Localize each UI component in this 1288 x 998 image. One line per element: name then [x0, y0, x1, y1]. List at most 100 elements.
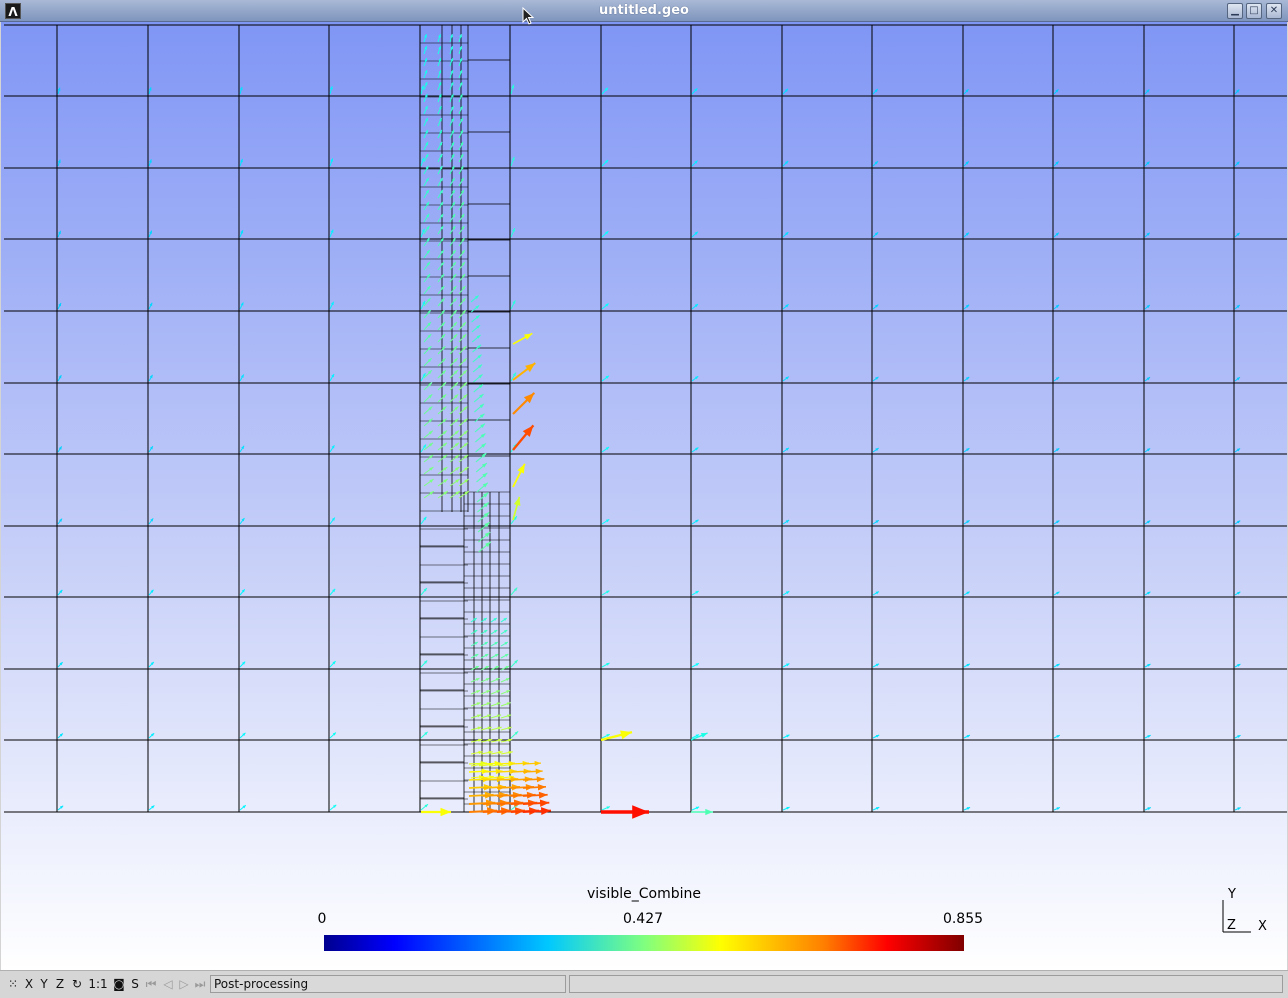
vector-arrow-head: [424, 93, 428, 98]
vector-arrow-head: [1146, 232, 1150, 236]
vector-arrow-head: [1237, 664, 1241, 667]
vector-arrow-head: [694, 160, 698, 164]
vector-arrow-head: [495, 654, 499, 657]
vector-arrow-head: [605, 231, 609, 235]
x-view-button[interactable]: X: [24, 977, 34, 991]
y-view-button[interactable]: Y: [40, 977, 48, 991]
vector-arrow-head: [450, 82, 454, 86]
vector-arrow-head: [452, 225, 456, 230]
vector-arrow-head: [451, 141, 455, 146]
vector-arrow-head: [428, 454, 434, 459]
vector-arrow-head: [439, 177, 443, 182]
vector-arrow-head: [427, 322, 431, 326]
vector-arrow-head: [450, 58, 454, 62]
vector-arrow-head: [483, 492, 489, 498]
vector-arrow-head: [426, 225, 430, 230]
graphics-viewport[interactable]: visible_Combine 0 0.427 0.855 Y Z X: [1, 22, 1287, 970]
vector-arrow-head: [241, 661, 246, 665]
vector-arrow-head: [59, 733, 63, 737]
vector-arrow-head: [424, 82, 428, 86]
maximize-button[interactable]: □: [1246, 3, 1262, 19]
vector-arrow-head: [524, 333, 533, 340]
vector-arrow-head: [428, 442, 434, 447]
vector-arrow-head: [242, 732, 246, 737]
vector-arrow-head: [479, 403, 484, 409]
vector-arrow-head: [523, 392, 535, 404]
vector-arrow-head: [483, 502, 489, 508]
vector-arrow-head: [462, 297, 466, 302]
vector-arrow-head: [785, 591, 790, 595]
vector-arrow-head: [455, 479, 460, 483]
vector-arrow-head: [606, 806, 610, 810]
vector-arrow-head: [1146, 377, 1151, 381]
vector-arrow-head: [475, 295, 479, 299]
vector-arrow-head: [438, 82, 442, 86]
vector-arrow-head: [785, 304, 789, 308]
vector-arrow-head: [536, 776, 545, 783]
vector-arrow-head: [454, 406, 459, 411]
vector-arrow-head: [241, 445, 245, 450]
vector-arrow-head: [443, 466, 448, 471]
window-title: untitled.geo: [599, 3, 689, 18]
vector-arrow-head: [511, 84, 515, 89]
vector-arrow-head: [506, 690, 511, 694]
vector-arrow-head: [439, 165, 443, 170]
vector-arrow-head: [461, 237, 465, 242]
close-button[interactable]: ✕: [1266, 3, 1282, 19]
vector-arrow-head: [454, 394, 459, 399]
vector-arrow-head: [427, 346, 432, 350]
vector-arrow-head: [700, 732, 708, 738]
vector-arrow-head: [497, 714, 502, 718]
vector-arrow-head: [695, 591, 699, 594]
minimize-button[interactable]: ▁: [1227, 3, 1243, 19]
vector-arrow-head: [461, 273, 466, 278]
z-view-button[interactable]: Z: [55, 977, 65, 991]
vector-arrow-head: [475, 654, 479, 657]
vector-arrow-head: [442, 454, 448, 459]
vector-arrow-head: [443, 491, 448, 495]
vector-arrow-head: [459, 34, 462, 38]
vector-arrow-head: [428, 406, 433, 411]
vector-arrow-head: [453, 297, 457, 302]
title-bar[interactable]: Λ untitled.geo ▁ □ ✕: [0, 0, 1288, 22]
vector-arrow-head: [874, 161, 878, 165]
vector-arrow-head: [438, 70, 442, 74]
prev-step-icon[interactable]: ◁: [163, 977, 173, 991]
vector-arrow-head: [57, 87, 61, 91]
vector-arrow-head: [473, 618, 477, 621]
vector-arrow-head: [875, 304, 879, 308]
vector-arrow-head: [425, 189, 429, 194]
vector-arrow-head: [476, 690, 481, 694]
vector-arrow-head: [476, 325, 481, 329]
vector-arrow-head: [441, 346, 446, 350]
vector-arrow-head: [695, 806, 700, 810]
vector-arrow-head: [438, 58, 442, 62]
vector-arrow-head: [477, 726, 482, 730]
last-step-icon[interactable]: ⏭: [194, 977, 206, 991]
vector-arrow-head: [505, 678, 510, 681]
vector-arrow-head: [461, 213, 465, 218]
selection-button[interactable]: S: [131, 977, 139, 991]
vector-arrow-head: [440, 273, 445, 278]
gmsh-logo-icon[interactable]: Λ: [5, 3, 21, 19]
projection-icon[interactable]: ◙: [113, 977, 125, 991]
first-step-icon[interactable]: ⏮: [145, 977, 157, 991]
vector-arrow-head: [695, 447, 699, 451]
vector-arrow-head: [459, 105, 463, 110]
vector-arrow-head: [150, 661, 154, 666]
vector-arrow-head: [332, 732, 336, 736]
scale-1to1-button[interactable]: 1:1: [88, 977, 108, 991]
cursor-mode-button[interactable]: ⁙: [7, 977, 19, 991]
rotate-icon[interactable]: ↻: [71, 977, 83, 991]
vector-arrow-head: [429, 479, 434, 483]
vector-arrow-head: [450, 105, 454, 110]
vector-arrow-head: [439, 189, 443, 194]
vector-arrow-head: [426, 273, 431, 278]
vector-arrow-head: [463, 454, 469, 459]
vector-arrow-head: [511, 156, 515, 161]
play-icon[interactable]: ▷: [179, 977, 189, 991]
vector-arrow-head: [438, 117, 442, 122]
vector-arrow-head: [1146, 520, 1151, 524]
vector-arrow-head: [422, 300, 426, 305]
vector-arrow-head: [1236, 377, 1240, 381]
